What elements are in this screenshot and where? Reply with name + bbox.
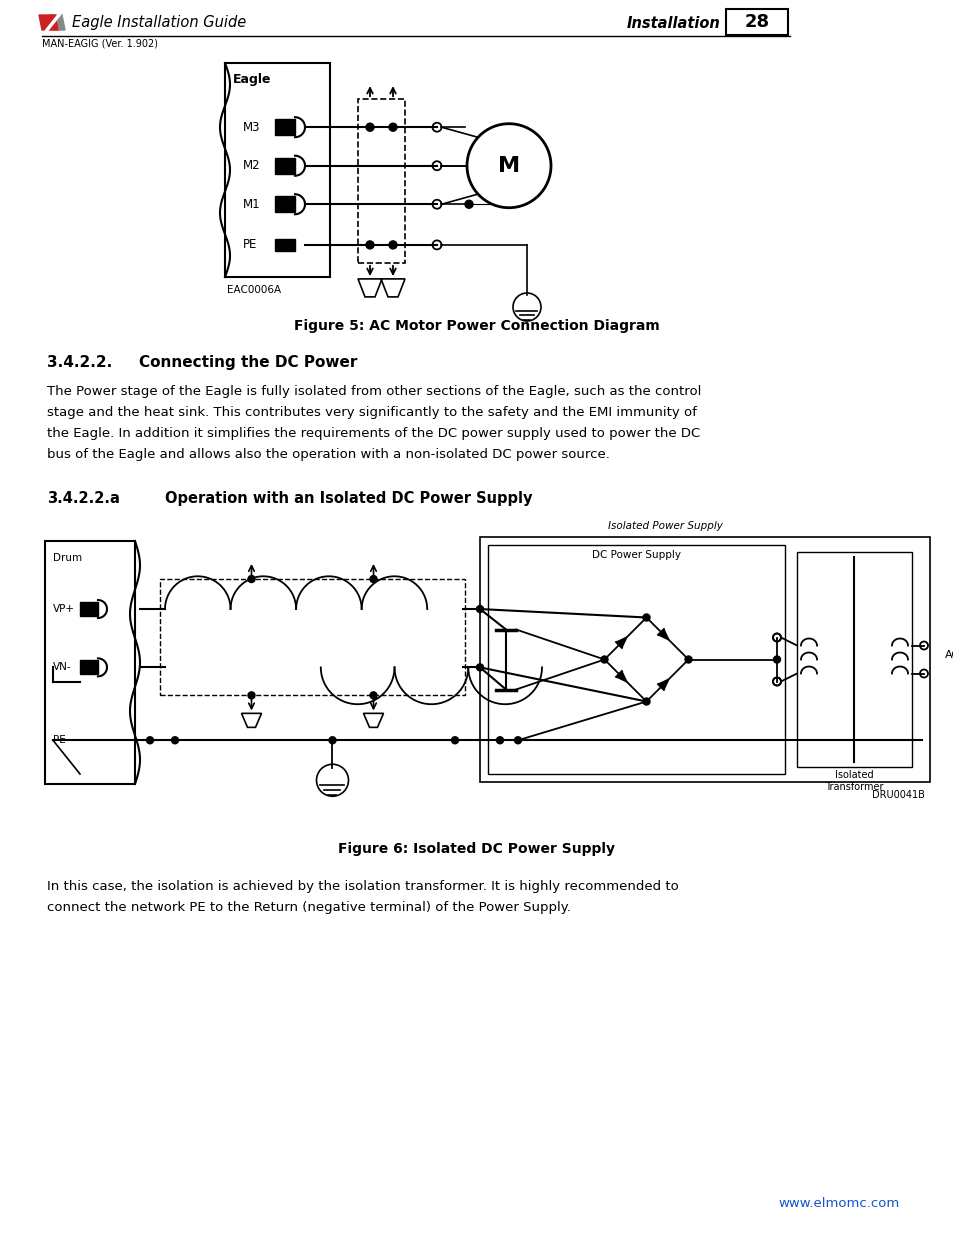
Circle shape (467, 124, 551, 207)
Text: Eagle Installation Guide: Eagle Installation Guide (71, 16, 246, 31)
Text: bus of the Eagle and allows also the operation with a non-isolated DC power sour: bus of the Eagle and allows also the ope… (47, 448, 609, 461)
Text: M3: M3 (243, 121, 260, 133)
Text: 3.4.2.2.a: 3.4.2.2.a (47, 492, 120, 506)
Text: Drum: Drum (53, 553, 82, 563)
Circle shape (476, 605, 483, 613)
Circle shape (642, 614, 649, 621)
Text: Figure 6: Isolated DC Power Supply: Figure 6: Isolated DC Power Supply (338, 842, 615, 856)
Polygon shape (39, 15, 58, 30)
Circle shape (248, 576, 254, 583)
Circle shape (514, 737, 521, 743)
Bar (274, 158, 294, 174)
Text: MAN-EAGIG (Ver. 1.902): MAN-EAGIG (Ver. 1.902) (42, 38, 158, 48)
Circle shape (147, 737, 153, 743)
Circle shape (370, 576, 376, 583)
Bar (225, 63, 330, 277)
Text: M2: M2 (243, 159, 260, 172)
Circle shape (464, 200, 473, 209)
Bar (80, 601, 98, 616)
Bar (796, 552, 911, 767)
Text: Connecting the DC Power: Connecting the DC Power (139, 354, 357, 370)
Bar (274, 238, 294, 251)
Text: DC Power Supply: DC Power Supply (592, 550, 680, 559)
Text: Eagle: Eagle (233, 73, 272, 86)
Text: connect the network PE to the Return (negative terminal) of the Power Supply.: connect the network PE to the Return (ne… (47, 902, 570, 914)
Text: Isolated Power Supply: Isolated Power Supply (607, 521, 721, 531)
Circle shape (370, 692, 376, 699)
Text: PE: PE (53, 735, 66, 745)
Bar (488, 545, 784, 774)
Bar (45, 541, 135, 784)
Circle shape (248, 692, 254, 699)
Text: stage and the heat sink. This contributes very significantly to the safety and t: stage and the heat sink. This contribute… (47, 406, 696, 419)
Circle shape (172, 737, 178, 743)
Polygon shape (616, 637, 626, 648)
Circle shape (389, 124, 396, 131)
Text: AC: AC (944, 651, 953, 661)
Circle shape (329, 737, 335, 743)
Circle shape (773, 656, 780, 663)
Text: PE: PE (243, 238, 257, 252)
Text: Isolated
Transformer: Isolated Transformer (824, 769, 882, 792)
Polygon shape (616, 671, 626, 682)
Text: EAC0006A: EAC0006A (227, 285, 281, 295)
Circle shape (476, 664, 483, 671)
Circle shape (496, 737, 503, 743)
Bar (725, 9, 787, 35)
Text: DRU0041B: DRU0041B (871, 790, 924, 800)
Polygon shape (50, 15, 65, 30)
Text: The Power stage of the Eagle is fully isolated from other sections of the Eagle,: The Power stage of the Eagle is fully is… (47, 385, 700, 398)
Text: In this case, the isolation is achieved by the isolation transformer. It is high: In this case, the isolation is achieved … (47, 881, 678, 893)
Circle shape (451, 737, 458, 743)
Text: Figure 5: AC Motor Power Connection Diagram: Figure 5: AC Motor Power Connection Diag… (294, 319, 659, 333)
Bar (160, 579, 464, 695)
Circle shape (366, 241, 374, 249)
Text: the Eagle. In addition it simplifies the requirements of the DC power supply use: the Eagle. In addition it simplifies the… (47, 427, 700, 440)
Text: 28: 28 (743, 14, 769, 31)
Bar (274, 196, 294, 212)
Polygon shape (658, 629, 668, 640)
Text: 3.4.2.2.: 3.4.2.2. (47, 354, 112, 370)
Bar (80, 661, 98, 674)
Circle shape (366, 124, 374, 131)
Text: M: M (497, 156, 519, 175)
Text: VP+: VP+ (53, 604, 75, 614)
Text: Installation: Installation (625, 16, 720, 31)
Polygon shape (658, 679, 668, 690)
Text: M1: M1 (243, 198, 260, 211)
Circle shape (684, 656, 691, 663)
Circle shape (600, 656, 607, 663)
Bar (274, 120, 294, 135)
Text: www.elmomc.com: www.elmomc.com (778, 1197, 899, 1210)
Bar (479, 537, 929, 782)
Circle shape (389, 241, 396, 249)
Text: Operation with an Isolated DC Power Supply: Operation with an Isolated DC Power Supp… (165, 492, 532, 506)
Circle shape (642, 698, 649, 705)
Text: VN-: VN- (53, 662, 71, 672)
Bar (357, 99, 405, 263)
